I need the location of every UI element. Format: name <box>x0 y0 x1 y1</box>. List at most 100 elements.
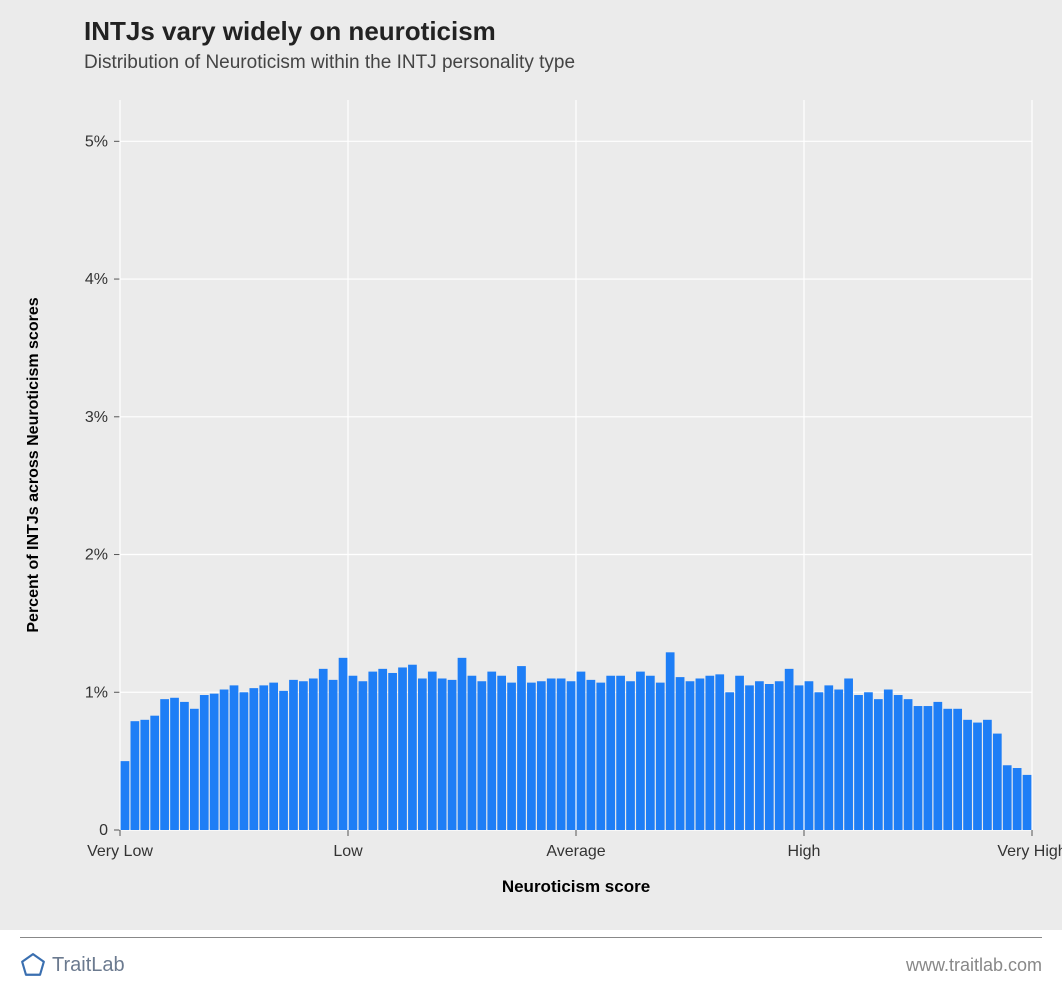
histogram-bar <box>844 678 853 830</box>
histogram-bar <box>745 685 754 830</box>
histogram-bar <box>676 677 685 830</box>
histogram-bar <box>329 680 338 830</box>
histogram-bar <box>438 678 447 830</box>
histogram-bar <box>606 676 615 830</box>
histogram-bar <box>309 678 318 830</box>
y-tick-label: 5% <box>85 133 108 150</box>
histogram-bar <box>815 692 824 830</box>
histogram-bar <box>874 699 883 830</box>
histogram-bar <box>616 676 625 830</box>
histogram-bar <box>557 678 566 830</box>
histogram-bar <box>914 706 923 830</box>
histogram-bar <box>735 676 744 830</box>
histogram-bar <box>220 690 229 830</box>
histogram-bar <box>626 681 635 830</box>
histogram-bar <box>299 681 308 830</box>
histogram-bar <box>924 706 933 830</box>
histogram-bar <box>953 709 962 830</box>
histogram-bar <box>963 720 972 830</box>
histogram-bar <box>785 669 794 830</box>
x-tick-label: Low <box>333 843 363 860</box>
histogram-bar <box>468 676 477 830</box>
histogram-bar <box>428 672 437 830</box>
histogram-bar <box>368 672 377 830</box>
x-tick-label: Average <box>546 843 605 860</box>
histogram-bar <box>170 698 179 830</box>
histogram-bar <box>398 667 407 830</box>
histogram-bar <box>408 665 417 830</box>
y-tick-label: 0 <box>99 822 108 839</box>
histogram-bar <box>200 695 209 830</box>
histogram-bar <box>705 676 714 830</box>
footer-url: www.traitlab.com <box>906 955 1042 976</box>
histogram-bar <box>507 683 516 830</box>
histogram-bar <box>775 681 784 830</box>
histogram-bar <box>477 681 486 830</box>
histogram-bar <box>378 669 387 830</box>
histogram-bar <box>577 672 586 830</box>
histogram-bar <box>983 720 992 830</box>
histogram-bar <box>993 734 1002 830</box>
histogram-bar <box>359 681 368 830</box>
footer: TraitLab www.traitlab.com <box>20 937 1042 978</box>
histogram-bar <box>497 676 506 830</box>
x-tick-label: High <box>788 843 821 860</box>
histogram-bar <box>567 681 576 830</box>
histogram-bar <box>696 678 705 830</box>
histogram-chart: 01%2%3%4%5%Very LowLowAverageHighVery Hi… <box>0 0 1062 930</box>
y-axis-title: Percent of INTJs across Neuroticism scor… <box>25 297 42 632</box>
histogram-bar <box>339 658 348 830</box>
histogram-bar <box>864 692 873 830</box>
histogram-bar <box>349 676 358 830</box>
histogram-bar <box>230 685 239 830</box>
histogram-bar <box>715 674 724 830</box>
histogram-bar <box>240 692 249 830</box>
histogram-bar <box>180 702 189 830</box>
histogram-bar <box>1013 768 1022 830</box>
histogram-bar <box>1003 765 1012 830</box>
histogram-bar <box>517 666 526 830</box>
histogram-bar <box>755 681 764 830</box>
histogram-bar <box>160 699 169 830</box>
histogram-bar <box>131 721 140 830</box>
histogram-bar <box>448 680 457 830</box>
histogram-bar <box>587 680 596 830</box>
histogram-bar <box>795 685 804 830</box>
histogram-bar <box>210 694 219 830</box>
histogram-bar <box>854 695 863 830</box>
y-tick-label: 3% <box>85 409 108 426</box>
histogram-bar <box>418 678 427 830</box>
chart-container: 01%2%3%4%5%Very LowLowAverageHighVery Hi… <box>0 0 1062 1000</box>
chart-title: INTJs vary widely on neuroticism <box>84 16 496 46</box>
histogram-bar <box>269 683 278 830</box>
x-tick-label: Very High <box>997 843 1062 860</box>
histogram-bar <box>1023 775 1032 830</box>
histogram-bar <box>121 761 130 830</box>
histogram-bar <box>973 723 982 830</box>
histogram-bar <box>289 680 298 830</box>
histogram-bar <box>805 681 814 830</box>
y-tick-label: 2% <box>85 547 108 564</box>
histogram-bar <box>259 685 268 830</box>
brand-text: TraitLab <box>52 954 125 977</box>
histogram-bar <box>636 672 645 830</box>
histogram-bar <box>150 716 159 830</box>
brand-logo-icon <box>20 952 46 978</box>
histogram-bar <box>319 669 328 830</box>
histogram-bar <box>249 688 258 830</box>
histogram-bar <box>894 695 903 830</box>
x-axis-title: Neuroticism score <box>502 877 650 896</box>
histogram-bar <box>527 683 536 830</box>
histogram-bar <box>725 692 734 830</box>
histogram-bar <box>884 690 893 830</box>
chart-subtitle: Distribution of Neuroticism within the I… <box>84 52 575 73</box>
histogram-bar <box>943 709 952 830</box>
histogram-bar <box>656 683 665 830</box>
histogram-bar <box>646 676 655 830</box>
histogram-bar <box>279 691 288 830</box>
histogram-bar <box>537 681 546 830</box>
y-tick-label: 1% <box>85 684 108 701</box>
histogram-bar <box>140 720 149 830</box>
histogram-bar <box>834 690 843 830</box>
histogram-bar <box>596 683 605 830</box>
